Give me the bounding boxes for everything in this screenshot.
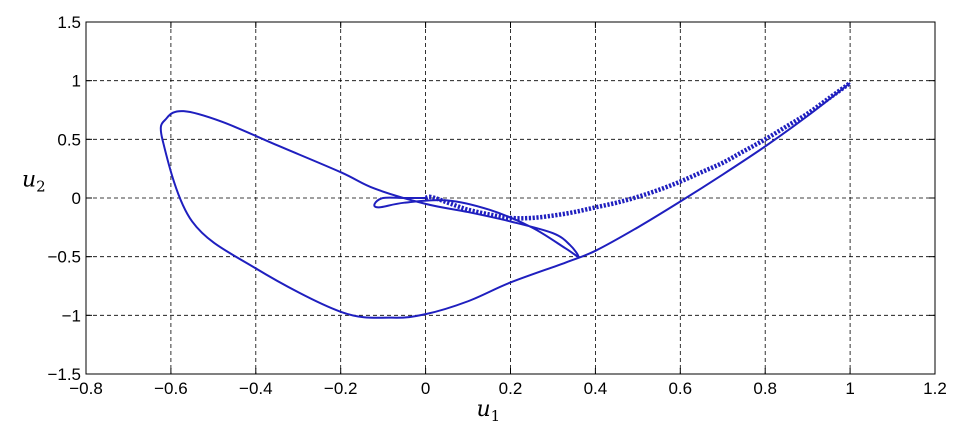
y-tick-label: −1.5 — [47, 365, 81, 384]
y-tick-label: −1 — [62, 306, 81, 325]
x-tick-label: −0.2 — [324, 379, 358, 398]
x-tick-label: −0.6 — [154, 379, 188, 398]
x-tick-label: 0.8 — [753, 379, 777, 398]
series-layer — [159, 81, 852, 319]
x-tick-label: 0 — [421, 379, 430, 398]
ticks — [85, 21, 936, 375]
y-tick-label: 1 — [72, 72, 81, 91]
y-tick-label: 0 — [72, 189, 81, 208]
x-tick-label: 1 — [845, 379, 854, 398]
grid — [86, 22, 935, 374]
x-tick-label: −0.4 — [239, 379, 273, 398]
y-axis-label: u2 — [22, 167, 46, 195]
series-dotted-trajectory — [424, 81, 852, 221]
x-axis-label: u1 — [477, 397, 501, 425]
series-solid-trajectory — [159, 82, 851, 319]
x-tick-label: 0.4 — [584, 379, 608, 398]
y-tick-label: 0.5 — [57, 130, 81, 149]
x-tick-label: 0.2 — [499, 379, 523, 398]
x-tick-label: 0.6 — [668, 379, 692, 398]
tick-labels: −0.8 −0.6 −0.4 −0.2 0 0.2 0.4 0.6 0.8 1 1.2 1.5 1 0.5… — [47, 13, 946, 398]
y-tick-label: 1.5 — [57, 13, 81, 32]
x-tick-label: 1.2 — [923, 379, 947, 398]
x-tick-label: −0.8 — [69, 379, 103, 398]
y-tick-label: −0.5 — [47, 248, 81, 267]
